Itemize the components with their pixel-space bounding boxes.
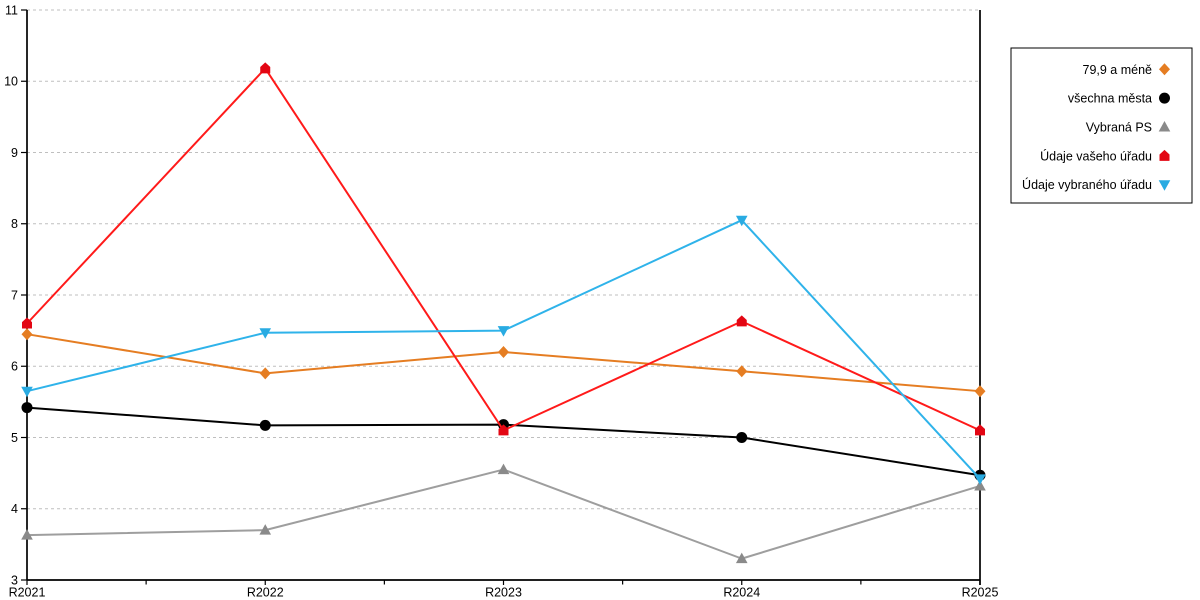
diamond-marker-icon: [736, 365, 748, 378]
legend-triangle-down-icon: [1158, 180, 1171, 191]
triangle-up-marker-icon: [735, 552, 748, 564]
y-tick-label: 7: [11, 288, 18, 302]
pentagon-marker-icon: [498, 424, 509, 436]
y-tick-label: 9: [11, 146, 18, 160]
legend-item-label: Vybraná PS: [1086, 121, 1152, 135]
y-tick-label: 4: [11, 502, 18, 516]
triangle-down-marker-icon: [974, 474, 986, 485]
legend-item: Údaje vašeho úřadu: [1040, 148, 1170, 163]
y-tick-label: 11: [5, 3, 18, 17]
x-tick-label: R2022: [247, 586, 284, 600]
triangle-down-marker-icon: [497, 326, 510, 337]
pentagon-marker-icon: [22, 317, 32, 329]
legend-diamond-icon: [1159, 63, 1170, 76]
y-tick-label: 10: [4, 75, 18, 89]
pentagon-marker-icon: [975, 424, 985, 436]
triangle-up-marker-icon: [974, 479, 986, 491]
legend-item: 79,9 a méně: [1083, 63, 1170, 77]
legend-item-label: 79,9 a méně: [1083, 63, 1153, 77]
series-0: [21, 328, 986, 398]
series-line: [26, 67, 981, 432]
diamond-marker-icon: [259, 367, 271, 380]
legend: 79,9 a méně všechna města Vybraná PS Údaje …: [1010, 47, 1193, 204]
series-3: [22, 62, 985, 436]
legend-item-label: všechna města: [1068, 92, 1152, 106]
x-tick-label: R2023: [485, 586, 522, 600]
legend-circle-icon: [1159, 92, 1170, 104]
pentagon-marker-icon: [260, 62, 271, 74]
legend-item: Vybraná PS: [1086, 121, 1171, 135]
legend-item-label: Údaje vybraného úřadu: [1022, 177, 1152, 192]
y-tick-label: 8: [11, 217, 18, 231]
legend-item: všechna města: [1068, 92, 1170, 106]
pentagon-marker-icon: [736, 315, 747, 327]
legend-box: [1010, 47, 1193, 204]
triangle-up-marker-icon: [497, 463, 510, 475]
legend-item-label: Údaje vašeho úřadu: [1040, 148, 1152, 163]
circle-marker-icon: [259, 419, 271, 431]
legend-pentagon-icon: [1159, 149, 1170, 161]
y-tick-label: 3: [11, 573, 18, 587]
series-line: [26, 333, 981, 393]
triangle-down-marker-icon: [735, 215, 748, 227]
circle-marker-icon: [21, 402, 33, 414]
triangle-down-marker-icon: [21, 386, 33, 398]
x-tick-label: R2025: [962, 586, 999, 600]
y-tick-label: 5: [11, 431, 18, 445]
triangle-down-marker-icon: [259, 328, 272, 339]
y-tick-label: 6: [11, 360, 18, 374]
circle-marker-icon: [736, 432, 748, 443]
triangle-up-marker-icon: [259, 524, 272, 535]
x-tick-label: R2024: [723, 586, 760, 600]
diamond-marker-icon: [974, 385, 986, 398]
x-tick-label: R2021: [9, 586, 46, 600]
legend-triangle-up-icon: [1158, 121, 1171, 132]
series-2: [21, 463, 986, 564]
series-4: [21, 215, 986, 485]
series-line: [26, 468, 981, 560]
diamond-marker-icon: [498, 346, 509, 358]
legend-item: Údaje vybraného úřadu: [1022, 177, 1171, 192]
triangle-up-marker-icon: [21, 529, 33, 540]
diamond-marker-icon: [21, 328, 33, 341]
